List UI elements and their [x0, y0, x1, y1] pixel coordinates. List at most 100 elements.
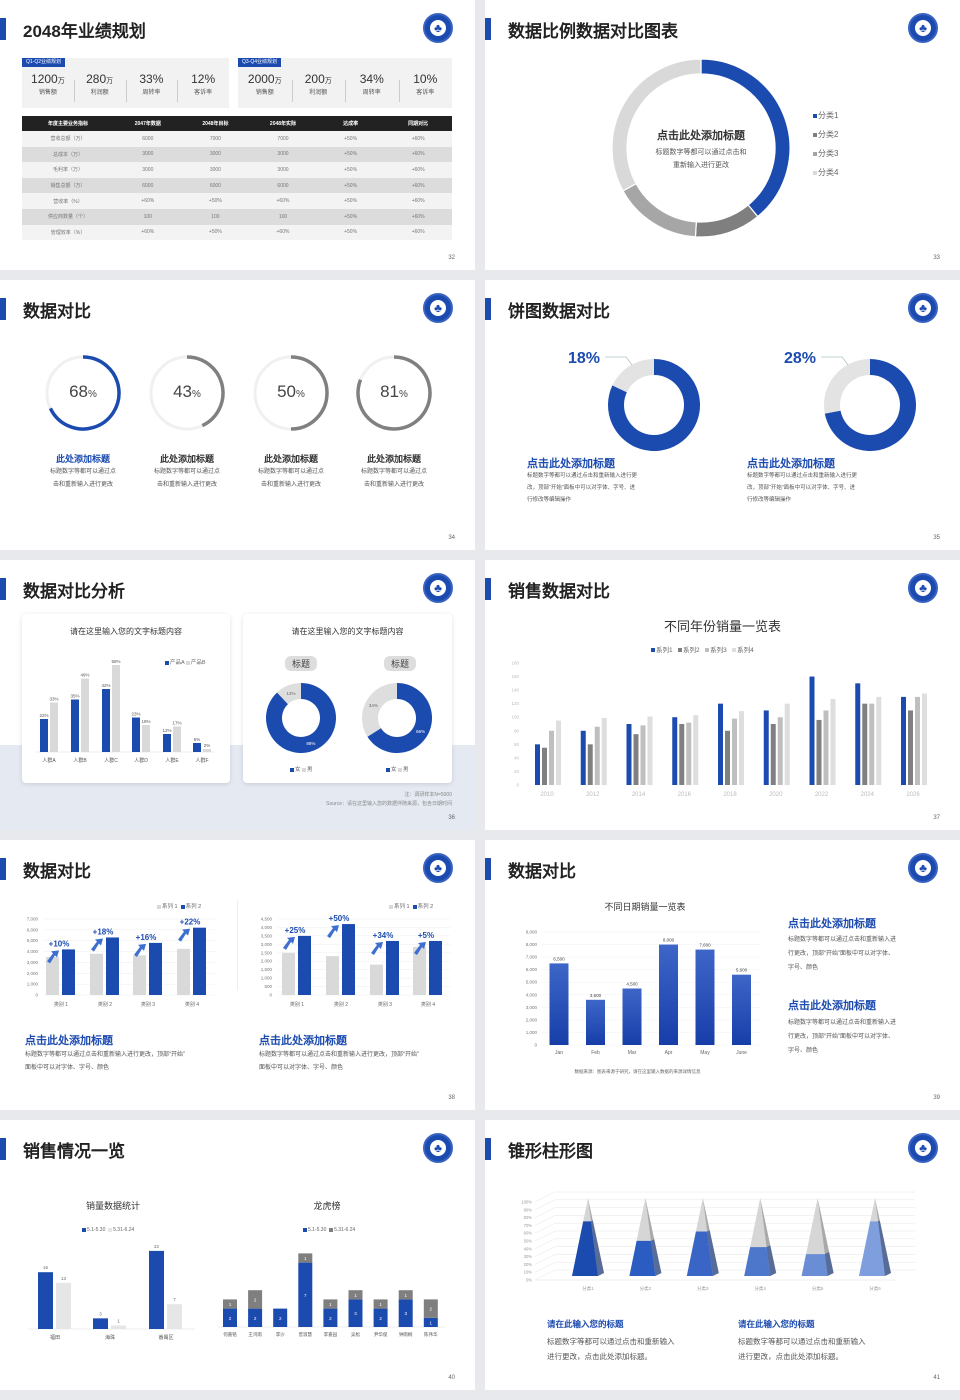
slide-title: 锥形柱形图 — [508, 1142, 593, 1161]
table-cell: +60% — [411, 151, 425, 158]
footnote: 注：调研样本N=5000 — [404, 792, 452, 798]
slide-title: 饼图数据对比 — [508, 302, 610, 321]
growth-annotation: +16% — [136, 933, 157, 942]
table-cell: 管理效率（%） — [50, 229, 86, 236]
bar-value-label: 35% — [70, 694, 79, 699]
donut-slice — [824, 359, 916, 451]
table-header-cell: 2048年目标 — [202, 121, 229, 127]
table-cell: +50% — [344, 229, 358, 236]
y-tick-label: 3,000 — [261, 942, 273, 947]
item-text: 标题数字等都可以通过点击和重新输入进行更 — [747, 473, 858, 479]
bar — [587, 744, 593, 785]
page-number: 40 — [448, 1375, 455, 1381]
y-tick-label: 0 — [516, 783, 519, 788]
category-label: 类别 1 — [290, 1001, 304, 1008]
block-text: 字号、颜色 — [788, 1048, 819, 1054]
bar — [816, 719, 822, 785]
slide-34: 数据对比 ♣ 34 68% 此处添加标题 标题数字等都可以通过点 击和重新输入进行更改… — [0, 280, 475, 550]
kpi-unit: 万 — [106, 78, 114, 85]
table-cell: +50% — [344, 151, 358, 158]
segment-value-label: 3 — [404, 1311, 407, 1316]
slide-title: 销售数据对比 — [508, 582, 610, 601]
progress-number: 50 — [277, 382, 296, 401]
logo-emblem: ♣ — [423, 853, 453, 883]
legend-label: 系列2 — [683, 647, 700, 654]
table-cell: 供应商数量（个） — [47, 214, 88, 221]
category-label: 类别 2 — [334, 1001, 348, 1008]
legend: 女 男 — [290, 765, 313, 773]
segment-value-label: 2 — [254, 1316, 257, 1321]
growth-arrow-icon — [134, 943, 146, 957]
pyramid-bar-side — [650, 1239, 662, 1276]
slide-36: 数据对比分析 ♣ 请在这里输入您的文字标题内容 请在这里输入您的文字标题内容 产… — [0, 560, 475, 830]
bar — [732, 974, 751, 1045]
bar-value-label: 16 — [43, 1265, 49, 1270]
growth-arrow-icon — [327, 925, 339, 939]
bar — [672, 717, 678, 785]
title-accent-bar — [0, 18, 6, 40]
growth-annotation: +50% — [329, 914, 350, 923]
x-tick-label: 2014 — [632, 792, 646, 798]
bar — [149, 1250, 164, 1329]
category-label: 人群A — [42, 757, 56, 764]
kpi-value: 2000万 — [238, 72, 292, 86]
item-heading: 点击此处添加标题 — [747, 458, 835, 470]
page-number: 41 — [933, 1375, 940, 1381]
bar — [732, 718, 737, 785]
bar — [298, 935, 311, 995]
bar — [203, 749, 211, 752]
segment-value-label: 1 — [354, 1293, 357, 1298]
progress-value: 50% — [251, 382, 331, 402]
logo-emblem: ♣ — [908, 1133, 938, 1163]
bar — [830, 698, 836, 785]
table-cell: 6000 — [142, 135, 154, 142]
block-text: 标题数字等都可以通过点击和重新输入进 — [788, 937, 897, 943]
category-label: 类别 1 — [54, 1001, 68, 1008]
y-tick-label: 90% — [524, 1207, 533, 1212]
y-tick-label: 1,500 — [261, 967, 273, 972]
growth-annotation: +5% — [418, 931, 434, 940]
kpi-label: 销售额 — [255, 90, 274, 96]
x-tick-label: 2020 — [769, 792, 783, 798]
legend-item: 分类4 — [813, 167, 838, 178]
table-header-cell: 年度主要业务指标 — [47, 121, 88, 127]
x-tick-label: 2022 — [815, 792, 829, 798]
slide-title: 销售情况一览 — [23, 1142, 125, 1161]
table-cell: +60% — [411, 213, 425, 220]
category-label: 分类1 — [582, 1285, 594, 1292]
bar — [580, 730, 586, 785]
kpi-label: 利润额 — [90, 90, 109, 96]
kpi-label: 客诉率 — [416, 90, 435, 96]
bar-value-label: 17% — [172, 721, 181, 726]
title-accent-bar — [485, 858, 491, 880]
block-text: 标题数字等都可以通过点击和重新输入进行更改，顶部“开始” — [259, 1052, 419, 1058]
donut-slice — [608, 359, 701, 451]
chart-title: 龙虎榜 — [313, 1201, 341, 1211]
bar — [177, 948, 190, 995]
y-tick-label: 3,000 — [27, 960, 39, 965]
legend-label: 系列 2 — [417, 904, 434, 910]
category-label: 陈伟华 — [424, 1331, 438, 1338]
y-tick-label: 5,000 — [526, 980, 538, 985]
gridline — [534, 1261, 915, 1273]
bar — [695, 949, 715, 1045]
progress-value: 68% — [43, 382, 123, 402]
table-header-cell: 达成率 — [343, 121, 359, 127]
stacked-bar-segment — [323, 1299, 338, 1309]
y-tick-label: 50% — [524, 1239, 533, 1244]
kpi-number: 200 — [304, 72, 325, 86]
kpi-item: 33% 周转率 — [126, 72, 178, 96]
block-text: 面板中可以对字体、字号、颜色 — [259, 1065, 344, 1071]
legend: 系列1 系列2 系列3 系列4 — [651, 644, 754, 654]
legend-label: 5.1-5.30 — [308, 1227, 327, 1233]
stacked-bar-segment — [398, 1290, 413, 1300]
clover-icon: ♣ — [915, 20, 931, 36]
donut-slice — [694, 204, 759, 238]
page-number: 32 — [448, 255, 455, 261]
kpi-value: 200万 — [292, 72, 346, 86]
bar — [342, 924, 355, 995]
clover-icon: ♣ — [430, 860, 446, 876]
bar — [901, 696, 906, 785]
category-label: 钟雨桐 — [399, 1331, 413, 1338]
legend-label: 产品A — [170, 660, 185, 666]
